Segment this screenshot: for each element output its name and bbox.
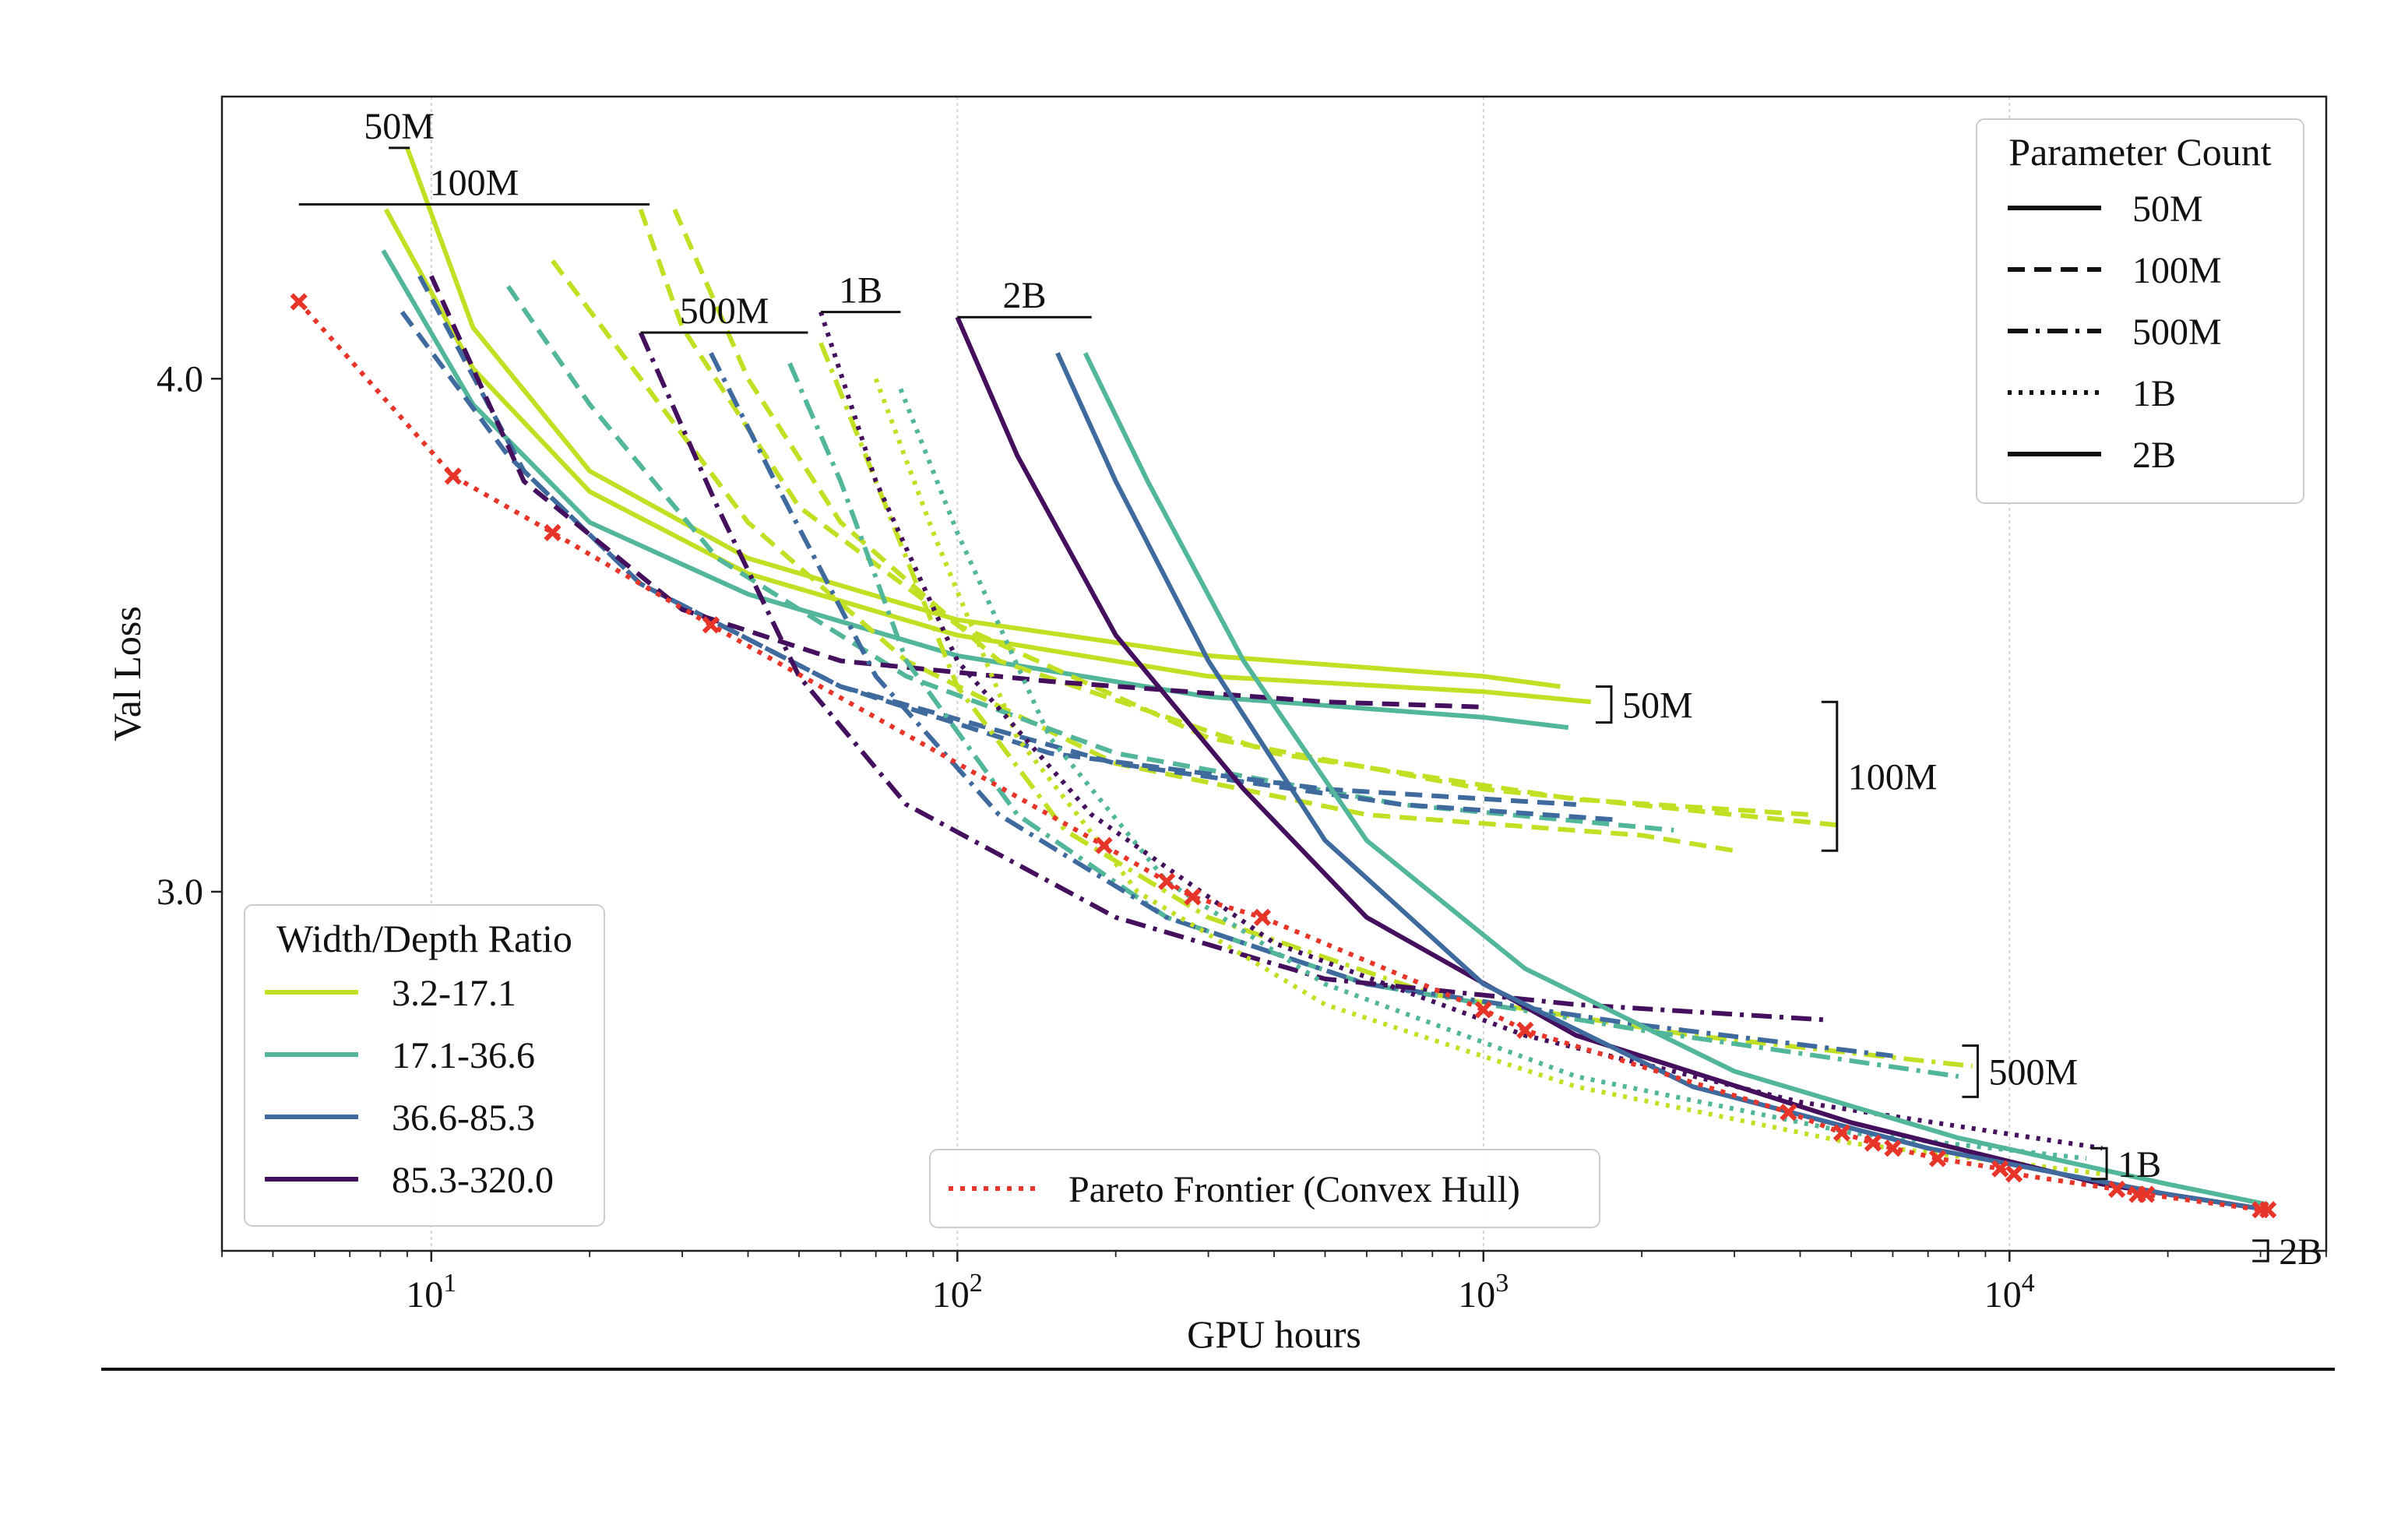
param-legend-label-2B: 2B: [2132, 435, 2176, 476]
series-line-1B-15: [898, 388, 2087, 1161]
ratio-legend-entries: 3.2-17.1 17.1-36.6 36.6-85.3 85.3-320.0: [265, 973, 554, 1201]
series-line-2B-18: [1055, 352, 2269, 1213]
series-line-500M-11: [787, 362, 1959, 1079]
top-group-label-1B: 1B: [839, 270, 882, 312]
y-tick-label-1: 4.0: [157, 358, 203, 400]
param-legend-entries: 50M 100M 500M 1B 2B: [2008, 188, 2222, 476]
series-line-100M-8: [417, 275, 1618, 822]
x-axis-label: GPU hours: [1187, 1312, 1361, 1356]
series-line-100M-4: [551, 259, 1735, 854]
series-line-500M-13: [638, 331, 1828, 1023]
y-tick-label-0: 3.0: [157, 872, 203, 913]
param-legend-label-50M: 50M: [2132, 188, 2203, 230]
end-group-bracket-500M: [1962, 1044, 1979, 1098]
param-legend-box: [1976, 118, 2304, 504]
x-tick-label-base: 10: [1984, 1274, 2022, 1315]
pareto-marker: [290, 293, 308, 311]
ratio-legend: Width/Depth Ratio 3.2-17.1 17.1-36.6 36.6-…: [244, 904, 605, 1227]
x-tick-label-exponent: 1: [443, 1269, 456, 1298]
series-line-1B-16: [819, 311, 2103, 1151]
ratio-legend-label-1: 17.1-36.6: [392, 1035, 535, 1076]
series-line-2B-19: [1083, 351, 2269, 1207]
param-legend-label-100M: 100M: [2132, 250, 2222, 291]
group-annotations: 50M 100M 500M 1B 2B 50M 100M 500M 1B 2B: [298, 106, 2322, 1273]
pareto-marker: [2259, 1201, 2277, 1219]
pareto-legend-box: [929, 1149, 1600, 1228]
pareto-marker: [2137, 1185, 2156, 1203]
series-line-100M-5: [672, 208, 1811, 818]
x-tick-label-1: 102: [932, 1269, 983, 1315]
pareto-marker: [1516, 1021, 1534, 1039]
ratio-legend-box: [244, 904, 605, 1227]
pareto-marker: [1253, 908, 1272, 926]
series-line-100M-7: [400, 310, 1576, 807]
y-axis-label: Val Loss: [105, 606, 149, 741]
x-tick-label-3: 104: [1984, 1269, 2035, 1315]
end-group-label-2B: 2B: [2279, 1231, 2322, 1273]
pareto-marker: [1157, 872, 1176, 890]
pareto-marker: [1095, 836, 1113, 854]
series-line-500M-12: [709, 351, 1893, 1058]
series-line-50M-0: [405, 146, 1561, 689]
pareto-marker: [1884, 1139, 1902, 1157]
x-tick-label-base: 10: [932, 1274, 970, 1315]
param-legend-title: Parameter Count: [2008, 130, 2272, 174]
end-group-bracket-50M: [1595, 685, 1613, 724]
end-group-label-1B: 1B: [2118, 1144, 2161, 1185]
pareto-marker: [2005, 1165, 2023, 1183]
ratio-legend-label-2: 36.6-85.3: [392, 1097, 535, 1139]
ratio-legend-label-3: 85.3-320.0: [392, 1160, 554, 1201]
series-line-100M-3: [638, 208, 1838, 828]
pareto-marker: [702, 616, 720, 634]
pareto-marker: [1864, 1134, 1882, 1152]
pareto-marker: [1474, 1001, 1492, 1019]
x-tick-label-exponent: 3: [1495, 1269, 1509, 1298]
pareto-marker: [444, 467, 462, 485]
param-legend-label-500M: 500M: [2132, 312, 2222, 353]
pareto-marker: [2108, 1180, 2126, 1199]
top-group-label-100M: 100M: [430, 162, 519, 203]
pareto-marker: [1184, 888, 1202, 906]
param-legend-label-1B: 1B: [2132, 373, 2176, 414]
series-line-100M-6: [506, 284, 1674, 833]
end-group-bracket-100M: [1821, 700, 1839, 852]
pareto-marker: [1991, 1160, 2009, 1178]
x-tick-label-base: 10: [406, 1274, 443, 1315]
pareto-marker: [1832, 1124, 1851, 1142]
series-line-100M-9: [429, 275, 1484, 710]
end-group-label-500M: 500M: [1988, 1051, 2078, 1093]
pareto-frontier: [290, 293, 2277, 1219]
end-group-label-50M: 50M: [1622, 685, 1693, 727]
pareto-legend-label: Pareto Frontier (Convex Hull): [1068, 1169, 1520, 1210]
y-axis-ticks: 3.0 4.0: [157, 358, 222, 913]
end-group-label-100M: 100M: [1848, 757, 1938, 798]
ratio-legend-title: Width/Depth Ratio: [276, 917, 572, 960]
x-tick-label-exponent: 2: [970, 1269, 983, 1298]
end-group-bracket-1B: [2091, 1146, 2108, 1181]
series-line-50M-1: [383, 208, 1591, 705]
x-axis-ticks: 101 102 103 104: [221, 1251, 2327, 1315]
pareto-marker: [1780, 1104, 1797, 1122]
x-tick-label-exponent: 4: [2022, 1269, 2035, 1298]
top-group-label-500M: 500M: [680, 291, 769, 332]
x-tick-label-0: 101: [406, 1269, 456, 1315]
top-group-label-50M: 50M: [364, 106, 435, 147]
series-line-1B-14: [873, 378, 2103, 1177]
x-tick-label-base: 10: [1458, 1274, 1495, 1315]
param-legend: Parameter Count 50M 100M 500M 1B 2B: [1976, 118, 2304, 504]
end-group-bracket-2B: [2252, 1239, 2269, 1263]
pareto-marker: [544, 523, 562, 541]
pareto-marker: [1928, 1150, 1947, 1167]
pareto-legend: Pareto Frontier (Convex Hull): [929, 1149, 1600, 1228]
x-tick-label-2: 103: [1458, 1269, 1509, 1315]
series-lines: [381, 146, 2269, 1213]
ratio-legend-label-0: 3.2-17.1: [392, 973, 516, 1014]
series-line-50M-2: [381, 249, 1569, 731]
top-group-label-2B: 2B: [1003, 275, 1047, 316]
